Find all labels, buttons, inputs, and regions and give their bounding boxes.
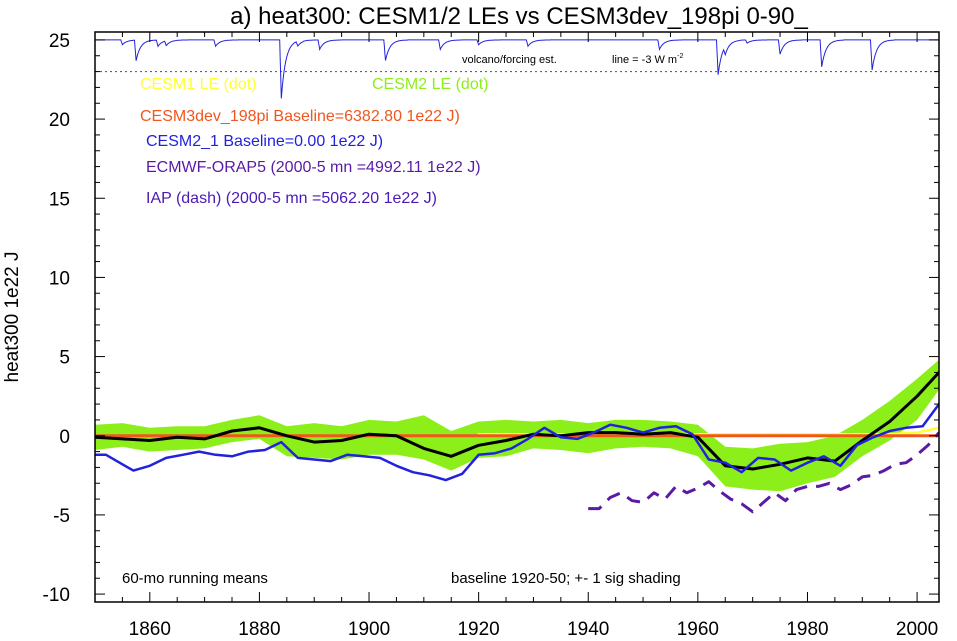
legend-cesm2: CESM2 LE (dot) xyxy=(372,76,488,93)
legend-ecmwf-orap5: ECMWF-ORAP5 (2000-5 mn =4992.11 1e22 J) xyxy=(146,159,481,176)
legend-cesm2-1: CESM2_1 Baseline=0.00 1e22 J) xyxy=(146,133,383,150)
volcano-line-text: line = -3 W m xyxy=(612,54,677,66)
y-tick-label: 0 xyxy=(59,427,70,448)
x-tick-label: 1960 xyxy=(677,619,719,640)
y-axis-label: heat300 1e22 J xyxy=(2,251,23,382)
volcano-trace-line xyxy=(95,39,939,99)
plot-frame xyxy=(94,31,940,603)
legend-iap: IAP (dash) (2000-5 mn =5062.20 1e22 J) xyxy=(146,190,437,207)
series-line-iap xyxy=(588,431,939,514)
volcano-line-label: line = -3 W m-2 xyxy=(612,53,683,66)
baseline-note: baseline 1920-50; +- 1 sig shading xyxy=(451,570,681,587)
y-tick-label: 25 xyxy=(49,31,70,52)
series-line-4 xyxy=(95,402,939,482)
series-line-3 xyxy=(95,370,939,471)
y-tick-label: 10 xyxy=(49,268,70,289)
chart-title: a) heat300: CESM1/2 LEs vs CESM3dev_198p… xyxy=(230,3,808,30)
volcano-label: volcano/forcing est. xyxy=(462,54,557,66)
series-band-cesm2-le xyxy=(95,359,939,492)
x-tick-label: 1980 xyxy=(786,619,828,640)
y-axis: -10 -5 0 5 10 15 20 25 xyxy=(43,31,939,606)
y-tick-label: 20 xyxy=(49,110,70,131)
x-tick-label: 1860 xyxy=(129,619,171,640)
y-tick-label: 15 xyxy=(49,189,70,210)
legend-cesm1: CESM1 LE (dot) xyxy=(140,76,256,93)
volcano-line-superscript: -2 xyxy=(677,53,683,60)
x-tick-label: 1920 xyxy=(457,619,499,640)
x-tick-label: 1900 xyxy=(348,619,390,640)
y-tick-label: 5 xyxy=(59,348,70,369)
x-tick-label: 1880 xyxy=(238,619,280,640)
y-tick-label: -10 xyxy=(43,585,70,606)
running-means-note: 60-mo running means xyxy=(122,570,268,587)
y-tick-label: -5 xyxy=(53,506,70,527)
x-axis: 1860 1880 1900 1920 1940 1960 1980 2000 xyxy=(94,32,938,640)
x-tick-label: 2000 xyxy=(896,619,938,640)
volcano-forcing-trace xyxy=(95,39,939,99)
x-tick-label: 1940 xyxy=(567,619,609,640)
legend-cesm3dev: CESM3dev_198pi Baseline=6382.80 1e22 J) xyxy=(140,108,460,125)
